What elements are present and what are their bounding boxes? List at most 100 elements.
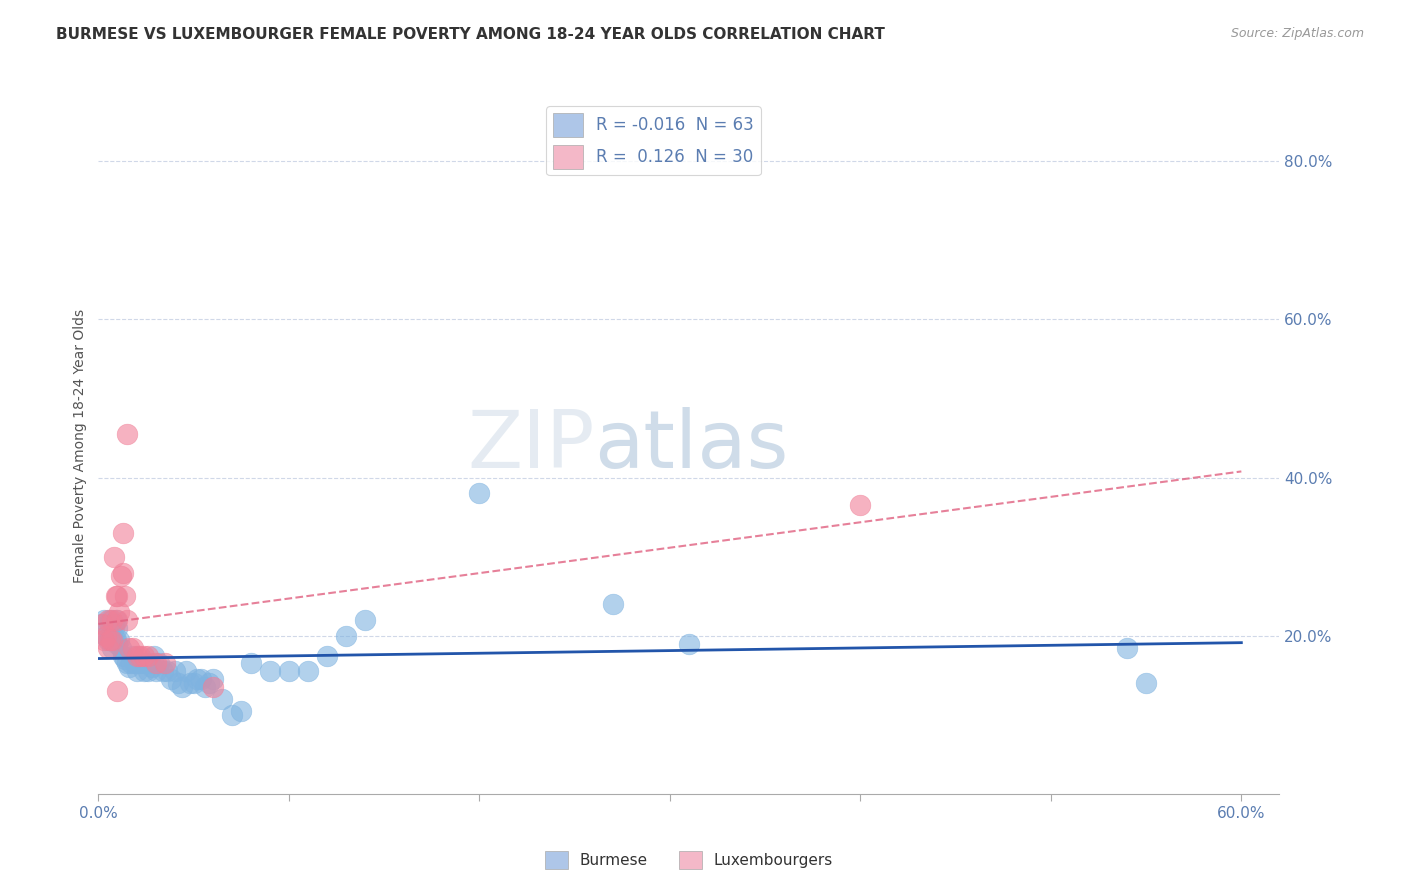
Point [93, 632, 115, 647]
Point [134, 648, 156, 663]
Point [120, 657, 142, 671]
Point [1135, 676, 1157, 690]
Point [112, 566, 135, 580]
Point [100, 632, 122, 647]
Point [145, 657, 167, 671]
Point [190, 672, 212, 686]
Point [131, 657, 153, 671]
Point [107, 637, 129, 651]
Point [134, 665, 156, 679]
Point [849, 498, 872, 512]
Point [159, 672, 181, 686]
Point [97, 613, 120, 627]
Point [316, 648, 339, 663]
Point [104, 589, 127, 603]
Point [179, 676, 201, 690]
Point [239, 657, 262, 671]
Point [98, 629, 121, 643]
Point [183, 676, 205, 690]
Point [198, 676, 221, 690]
Point [93, 613, 115, 627]
Point [98, 632, 121, 647]
Point [114, 589, 136, 603]
Text: ZIP: ZIP [467, 407, 595, 485]
Point [103, 616, 125, 631]
Point [115, 657, 138, 671]
Point [121, 640, 143, 655]
Point [231, 704, 253, 718]
Point [100, 613, 122, 627]
Point [110, 569, 132, 583]
Point [104, 632, 127, 647]
Point [148, 657, 170, 671]
Point [142, 648, 165, 663]
Point [110, 640, 132, 655]
Point [194, 680, 217, 694]
Point [108, 605, 131, 619]
Point [107, 684, 129, 698]
Point [124, 657, 146, 671]
Point [1116, 640, 1139, 655]
Point [153, 657, 176, 671]
Point [221, 707, 243, 722]
Point [118, 660, 141, 674]
Point [135, 657, 157, 671]
Point [100, 640, 122, 655]
Point [152, 665, 174, 679]
Point [172, 680, 194, 694]
Point [118, 640, 141, 655]
Point [112, 648, 135, 663]
Point [129, 648, 152, 663]
Point [114, 652, 136, 666]
Point [107, 621, 129, 635]
Point [163, 665, 186, 679]
Point [186, 672, 208, 686]
Point [100, 632, 122, 647]
Point [211, 692, 233, 706]
Legend: Burmese, Luxembourgers: Burmese, Luxembourgers [538, 845, 839, 875]
Point [129, 657, 152, 671]
Point [107, 613, 129, 627]
Point [136, 665, 159, 679]
Point [91, 616, 114, 631]
Point [98, 613, 121, 627]
Point [678, 637, 700, 651]
Point [94, 629, 117, 643]
Point [97, 632, 120, 647]
Text: BURMESE VS LUXEMBOURGER FEMALE POVERTY AMONG 18-24 YEAR OLDS CORRELATION CHART: BURMESE VS LUXEMBOURGER FEMALE POVERTY A… [56, 27, 886, 42]
Y-axis label: Female Poverty Among 18-24 Year Olds: Female Poverty Among 18-24 Year Olds [73, 309, 87, 583]
Point [104, 613, 127, 627]
Point [201, 680, 224, 694]
Point [121, 648, 143, 663]
Point [277, 665, 299, 679]
Point [94, 629, 117, 643]
Point [201, 672, 224, 686]
Point [141, 660, 163, 674]
Legend: R = -0.016  N = 63, R =  0.126  N = 30: R = -0.016 N = 63, R = 0.126 N = 30 [547, 106, 761, 176]
Point [125, 665, 148, 679]
Point [115, 427, 138, 442]
Point [156, 665, 179, 679]
Point [139, 657, 162, 671]
Point [145, 665, 167, 679]
Point [354, 613, 377, 627]
Point [112, 525, 135, 540]
Point [259, 665, 281, 679]
Point [174, 665, 197, 679]
Point [468, 486, 491, 500]
Text: atlas: atlas [595, 407, 789, 485]
Point [602, 597, 624, 611]
Point [103, 549, 125, 564]
Point [91, 616, 114, 631]
Point [107, 589, 129, 603]
Point [297, 665, 319, 679]
Point [97, 640, 120, 655]
Point [103, 621, 125, 635]
Point [125, 648, 148, 663]
Point [167, 676, 190, 690]
Point [115, 613, 138, 627]
Point [108, 632, 131, 647]
Point [335, 629, 357, 643]
Point [136, 648, 159, 663]
Text: Source: ZipAtlas.com: Source: ZipAtlas.com [1230, 27, 1364, 40]
